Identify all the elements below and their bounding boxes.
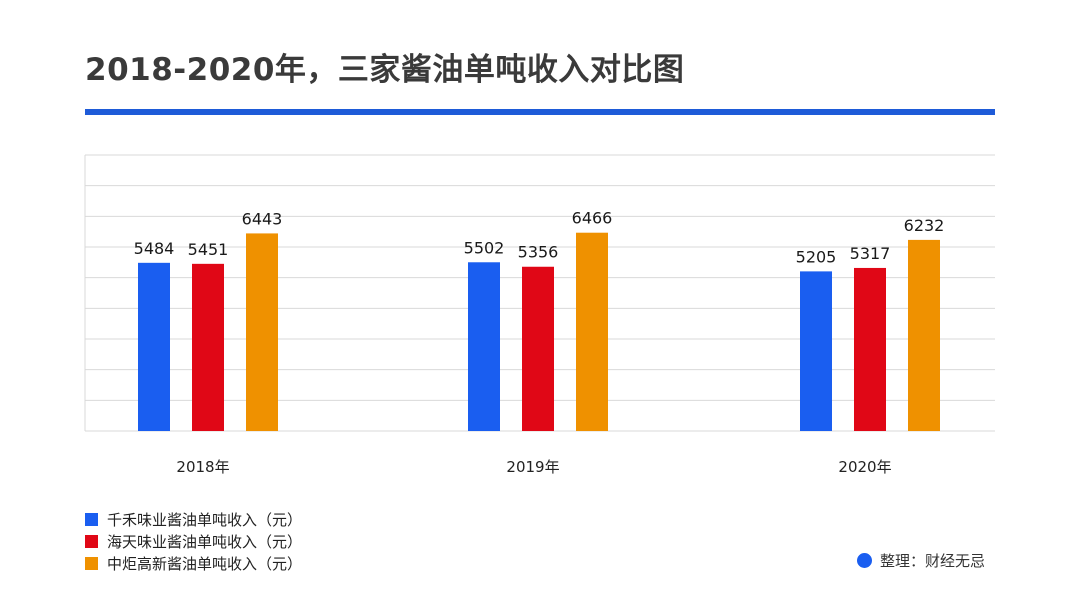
data-label: 5484 (134, 239, 175, 258)
data-label: 5502 (464, 238, 505, 257)
chart-title: 2018-2020年，三家酱油单吨收入对比图 (85, 52, 685, 88)
legend-item-haitian: 海天味业酱油单吨收入（元） (85, 530, 302, 552)
bars (138, 232, 940, 431)
legend-swatch-haitian (85, 534, 98, 548)
legend-swatch-zhongju (85, 556, 98, 570)
x-axis-ticks: 2018年 2019年 2020年 (176, 458, 891, 476)
data-label: 5317 (850, 244, 891, 263)
bar (800, 271, 832, 431)
source-label: 整理：财经无忌 (880, 552, 986, 570)
source-dot-icon (857, 553, 872, 568)
bar (468, 262, 500, 431)
data-label: 6443 (242, 209, 283, 228)
data-label: 6466 (572, 209, 613, 228)
gridlines (84, 154, 995, 432)
data-label: 5356 (518, 243, 559, 262)
data-label: 5205 (796, 247, 837, 266)
bar (138, 262, 170, 431)
x-tick-label: 2018年 (176, 458, 229, 476)
legend-item-zhongju: 中炬高新酱油单吨收入（元） (85, 552, 302, 574)
bar (522, 266, 554, 431)
title-underline (85, 109, 995, 115)
legend-item-qianhe: 千禾味业酱油单吨收入（元） (85, 508, 302, 530)
x-tick-label: 2020年 (838, 458, 891, 476)
bar (908, 239, 940, 431)
bar (192, 263, 224, 431)
bar (246, 233, 278, 431)
legend: 千禾味业酱油单吨收入（元） 海天味业酱油单吨收入（元） 中炬高新酱油单吨收入（元… (85, 508, 302, 574)
legend-label-zhongju: 中炬高新酱油单吨收入（元） (107, 554, 303, 573)
legend-swatch-qianhe (85, 512, 98, 526)
data-label: 6232 (904, 216, 945, 235)
bar (576, 232, 608, 431)
bar (854, 267, 886, 431)
x-tick-label: 2019年 (506, 458, 559, 476)
legend-label-haitian: 海天味业酱油单吨收入（元） (107, 532, 303, 551)
data-label: 5451 (188, 240, 229, 259)
legend-label-qianhe: 千禾味业酱油单吨收入（元） (107, 510, 303, 529)
source-note: 整理：财经无忌 (857, 550, 985, 571)
data-labels: 5484 5451 6443 5502 5356 6466 5205 5317 6232 (134, 209, 945, 267)
